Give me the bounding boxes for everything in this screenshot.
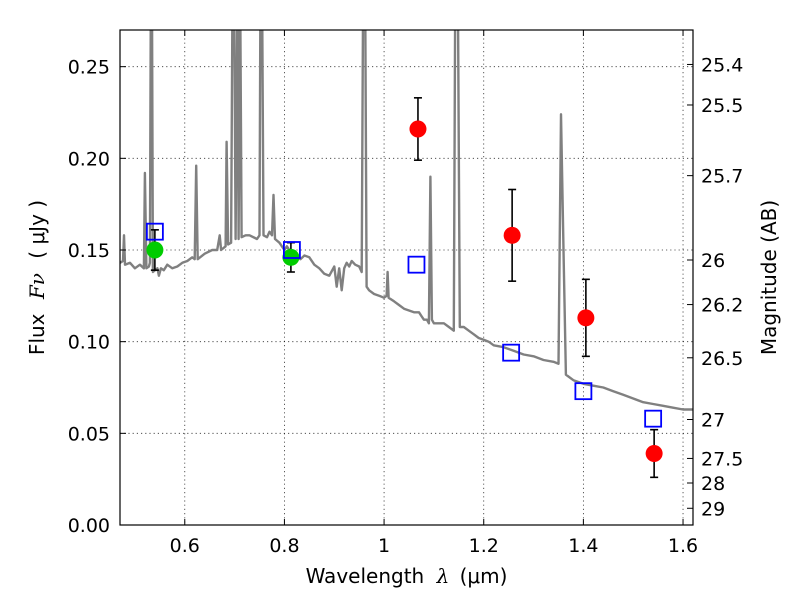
y-tick-label: 0.25 <box>68 57 110 79</box>
grid <box>120 30 693 526</box>
marker-layer <box>145 97 663 479</box>
x-tick-label: 0.6 <box>170 535 200 557</box>
magnitude-tick-label: 26.2 <box>701 295 743 317</box>
model-square <box>574 382 593 401</box>
x-tick-label: 1 <box>378 535 390 557</box>
magnitude-tick-label: 25.4 <box>701 54 743 76</box>
spectrum-line <box>120 30 693 411</box>
model-square <box>502 343 521 362</box>
magnitude-tick-label: 27.5 <box>701 448 743 470</box>
y-axis-ticks: 0.00 0.05 0.10 0.15 0.20 0.25 <box>68 57 126 537</box>
magnitude-tick-label: 25.7 <box>701 166 743 188</box>
magnitude-tick-label: 28 <box>701 473 725 495</box>
model-square <box>145 222 164 241</box>
x-axis-label: Wavelength λ (μm) <box>306 564 508 588</box>
data-point <box>577 309 595 327</box>
y-axis-label: Flux Fν ( μJy ) <box>25 200 49 355</box>
magnitude-tick-label: 27 <box>701 409 725 431</box>
x-axis-ticks: 0.6 0.8 1 1.2 1.4 1.6 <box>170 30 698 557</box>
y-tick-label: 0.15 <box>68 240 110 262</box>
x-tick-label: 1.6 <box>668 535 698 557</box>
model-square <box>282 241 301 259</box>
magnitude-axis-ticks: 25.4 25.5 25.7 26 26.2 26.5 27 27.5 28 29 <box>687 54 743 520</box>
data-point <box>503 226 521 244</box>
model-square <box>644 409 663 428</box>
y-tick-label: 0.00 <box>68 515 110 537</box>
magnitude-tick-label: 26 <box>701 250 725 272</box>
x-tick-label: 0.8 <box>269 535 299 557</box>
magnitude-tick-label: 26.5 <box>701 348 743 370</box>
model-square <box>407 255 426 274</box>
magnitude-axis-label: Magnitude (AB) <box>757 200 781 355</box>
x-tick-label: 1.4 <box>568 535 598 557</box>
spectrum-layer <box>120 30 693 411</box>
magnitude-tick-label: 25.5 <box>701 95 743 117</box>
y-tick-label: 0.20 <box>68 148 110 170</box>
data-point <box>146 241 164 259</box>
x-tick-label: 1.2 <box>469 535 499 557</box>
plot-frame <box>119 29 694 526</box>
y-tick-label: 0.10 <box>68 332 110 354</box>
y-tick-label: 0.05 <box>68 423 110 445</box>
data-point <box>409 120 427 138</box>
data-point <box>645 445 663 462</box>
magnitude-tick-label: 29 <box>701 498 725 520</box>
